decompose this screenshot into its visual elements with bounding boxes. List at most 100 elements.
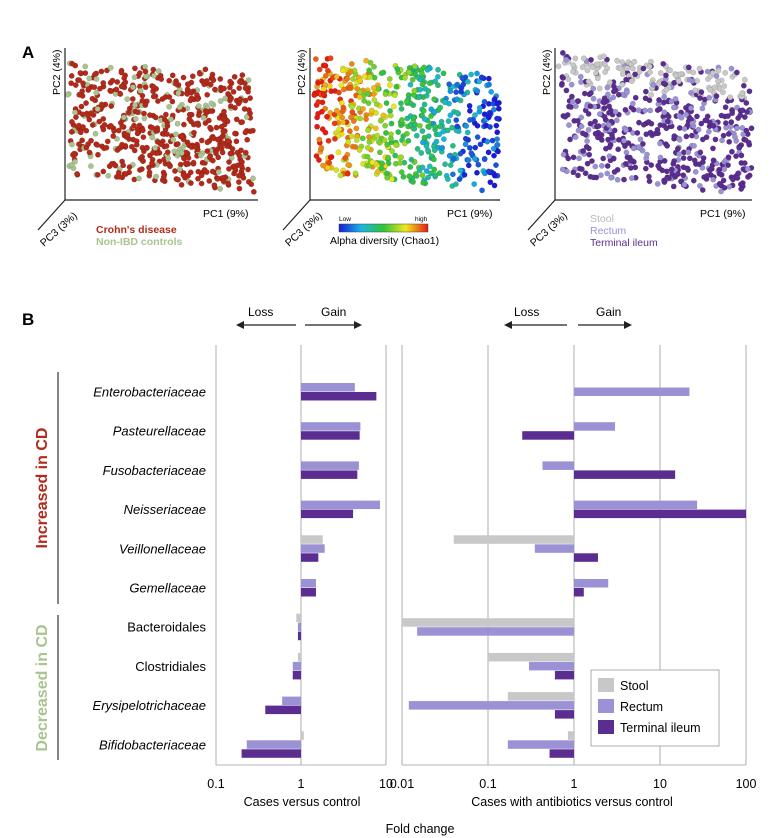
sample-point — [152, 114, 159, 121]
sample-point — [587, 90, 594, 96]
sample-point — [602, 69, 609, 76]
sample-point — [494, 129, 501, 136]
sample-point — [574, 117, 581, 124]
sample-point — [114, 79, 121, 85]
sample-point — [220, 128, 227, 135]
sample-point — [382, 129, 389, 136]
sample-point — [86, 149, 93, 156]
sample-point — [93, 89, 100, 96]
sample-point — [231, 73, 238, 80]
x-tick-label: 0.1 — [479, 777, 496, 791]
bar-terminal-ileum — [554, 670, 574, 680]
sample-point — [197, 152, 204, 159]
sample-point — [198, 137, 205, 144]
sample-point — [647, 107, 654, 114]
sample-point — [670, 183, 677, 190]
sample-point — [316, 66, 323, 73]
sample-point — [374, 132, 381, 139]
sample-point — [449, 124, 456, 131]
sample-point — [628, 78, 635, 85]
sample-point — [397, 159, 404, 166]
sample-point — [415, 94, 422, 101]
sample-point — [94, 151, 101, 158]
sample-point — [685, 64, 692, 71]
sample-point — [339, 67, 346, 74]
sample-point — [175, 90, 182, 97]
sample-point — [178, 150, 185, 157]
sample-point — [387, 135, 394, 142]
sample-point — [164, 131, 170, 138]
sample-point — [353, 137, 360, 144]
sample-point — [107, 64, 114, 71]
bar-terminal-ileum — [297, 631, 301, 641]
sample-point — [71, 158, 78, 165]
sample-point — [86, 75, 93, 82]
sample-point — [746, 88, 753, 95]
sample-point — [79, 111, 86, 118]
sample-point — [68, 128, 75, 135]
sample-point — [637, 136, 644, 143]
sample-point — [720, 177, 727, 184]
sample-point — [621, 143, 628, 150]
sample-point — [622, 160, 629, 167]
sample-point — [409, 76, 416, 83]
sample-point — [622, 106, 629, 113]
bar-terminal-ileum — [301, 470, 358, 479]
sample-point — [636, 68, 643, 75]
sample-point — [654, 180, 661, 187]
bar-terminal-ileum — [292, 670, 301, 680]
sample-point — [597, 172, 604, 179]
sample-point — [166, 94, 173, 100]
bar-rectum — [301, 383, 355, 392]
sample-point — [474, 134, 481, 141]
colorbar — [338, 223, 429, 233]
sample-point — [606, 153, 613, 160]
sample-point — [606, 79, 613, 86]
sample-point — [447, 162, 454, 169]
sample-point — [131, 74, 138, 81]
sample-point — [578, 123, 585, 130]
sample-point — [391, 92, 398, 99]
sample-point — [705, 128, 712, 135]
x-axis-title-common: Fold change — [386, 822, 455, 836]
bar-rectum — [408, 701, 574, 710]
sample-point — [579, 64, 586, 71]
sample-point — [314, 123, 321, 130]
sample-point — [718, 112, 725, 119]
sample-point — [202, 66, 209, 73]
sample-point — [743, 99, 750, 106]
sample-point — [610, 94, 617, 101]
sample-point — [247, 95, 254, 102]
sample-point — [236, 85, 243, 92]
sample-point — [143, 144, 150, 151]
sample-point — [562, 113, 569, 120]
sample-point — [675, 78, 682, 85]
sample-point — [458, 88, 465, 95]
bar-stool — [296, 613, 301, 623]
sample-point — [690, 177, 697, 184]
sample-point — [327, 55, 334, 62]
sample-point — [472, 144, 479, 151]
sample-point — [166, 77, 173, 84]
sample-point — [410, 114, 417, 121]
sample-point — [439, 144, 446, 151]
sample-point — [365, 100, 372, 107]
sample-point — [194, 96, 201, 103]
sample-point — [697, 95, 703, 102]
bar-rectum — [297, 622, 301, 632]
sample-point — [77, 129, 84, 136]
bar-stool — [301, 731, 304, 740]
sample-point — [348, 60, 355, 67]
sample-point — [100, 80, 107, 86]
sample-point — [650, 81, 657, 88]
sample-point — [322, 129, 329, 136]
sample-point — [419, 128, 426, 134]
colorbar-low: Low — [339, 216, 351, 223]
bar-rectum — [574, 579, 609, 588]
sample-point — [656, 106, 663, 112]
bar-terminal-ileum — [301, 553, 319, 562]
sample-point — [741, 76, 748, 83]
sample-point — [680, 164, 687, 171]
sample-point — [171, 168, 178, 174]
bar-terminal-ileum — [549, 749, 574, 758]
